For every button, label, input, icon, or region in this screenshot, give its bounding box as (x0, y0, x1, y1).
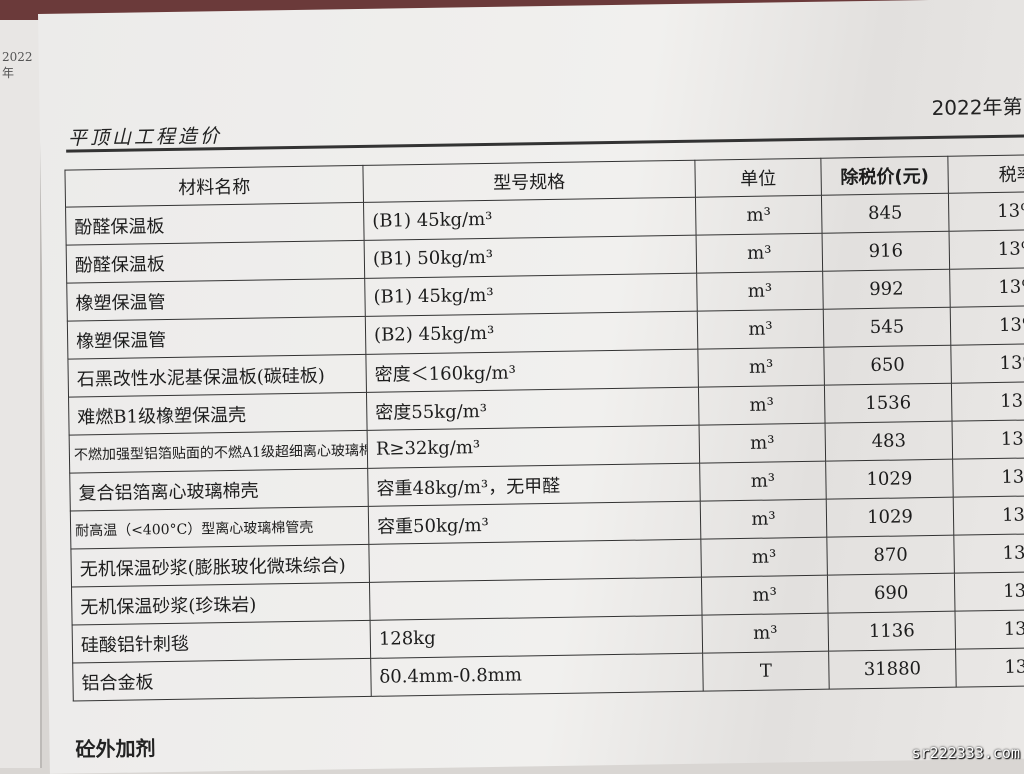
col-header-spec: 型号规格 (362, 160, 696, 203)
cell-unit: m³ (697, 347, 825, 388)
cell-tax: 13% (951, 381, 1024, 422)
col-header-name: 材料名称 (64, 165, 364, 208)
cell-unit: m³ (699, 423, 826, 464)
cell-unit: m³ (699, 461, 827, 502)
cell-unit: m³ (697, 309, 824, 350)
cell-spec: 密度＜160kg/m³ (365, 349, 699, 393)
cell-tax: 13% (954, 571, 1024, 612)
left-page-edge: 2022年 (0, 20, 42, 768)
cell-name: 橡塑保温管 (67, 316, 366, 360)
cell-price: 1136 (828, 611, 956, 652)
cell-unit: m³ (698, 385, 826, 426)
cell-spec: (B1) 45kg/m³ (363, 197, 697, 241)
cell-unit: m³ (701, 575, 829, 616)
cell-unit: m³ (696, 271, 824, 312)
cell-spec: 密度55kg/m³ (366, 387, 700, 431)
cell-name: 无机保温砂浆(膨胀玻化微珠综合) (70, 544, 370, 588)
cell-tax: 13% (952, 457, 1024, 498)
cell-name: 复合铝箔离心玻璃棉壳 (69, 468, 369, 512)
cell-tax: 13% (954, 609, 1024, 650)
cell-name: 铝合金板 (72, 658, 372, 702)
cell-price: 870 (826, 535, 955, 576)
cell-name: 无机保温砂浆(珍珠岩) (71, 582, 371, 626)
cell-tax: 13% (950, 343, 1024, 384)
cell-spec: 容重50kg/m³ (368, 501, 701, 545)
cell-price: 1536 (824, 383, 953, 424)
cell-tax: 13% (953, 533, 1024, 574)
cell-spec: 128kg (370, 615, 703, 659)
cell-unit: T (702, 651, 830, 692)
cell-name: 硅酸铝针刺毯 (72, 620, 371, 664)
cell-tax: 13% (953, 495, 1024, 536)
cell-price: 845 (821, 193, 950, 234)
cell-tax: 13% (950, 305, 1024, 346)
col-header-unit: 单位 (694, 158, 822, 198)
cell-unit: m³ (702, 613, 829, 654)
cell-price: 1029 (826, 497, 954, 538)
left-page-snippet: 2022年 (2, 50, 33, 80)
cell-name: 酚醛保温板 (65, 202, 365, 246)
cell-price: 31880 (828, 649, 957, 690)
cell-name: 难燃B1级橡塑保温壳 (68, 392, 368, 436)
cell-spec (368, 539, 702, 583)
cell-unit: m³ (700, 499, 827, 540)
price-table: 材料名称 型号规格 单位 除税价(元) 税率 酚醛保温板 (B1) 45kg/m³… (64, 154, 1024, 702)
cell-unit: m³ (700, 537, 828, 578)
issue-label: 2022年第 (931, 94, 1023, 120)
cell-spec: 容重48kg/m³，无甲醛 (367, 463, 701, 507)
cell-price: 545 (823, 307, 951, 348)
cell-spec: R≥32kg/m³ (367, 425, 700, 469)
cell-spec: δ0.4mm-0.8mm (370, 653, 704, 697)
cell-spec: (B1) 45kg/m³ (364, 273, 698, 317)
cell-price: 916 (822, 231, 950, 272)
cell-name: 石黑改性水泥基保温板(碳硅板) (67, 354, 367, 398)
cell-tax: 13% (949, 267, 1024, 308)
cell-price: 992 (822, 269, 951, 310)
cell-price: 1029 (825, 459, 954, 500)
cell-name: 不燃加强型铝箔贴面的不燃A1级超细离心玻璃棉 (69, 430, 368, 474)
cell-tax: 13% (955, 647, 1024, 688)
cell-unit: m³ (695, 195, 823, 236)
document-page: 平顶山工程造价 2022年第 材料名称 型号规格 单位 除税价(元) 税率 酚醛… (38, 0, 1024, 774)
cell-spec: (B2) 45kg/m³ (365, 311, 698, 355)
cell-name: 酚醛保温板 (66, 240, 365, 284)
cell-name: 橡塑保温管 (66, 278, 366, 322)
cell-name: 耐高温（<400°C）型离心玻璃棉管壳 (70, 506, 369, 550)
section-heading: 砼外加剂 (75, 736, 156, 762)
cell-tax: 13% (952, 419, 1024, 460)
cell-price: 483 (825, 421, 953, 462)
watermark: sr222333.com (911, 744, 1020, 762)
cell-spec (369, 577, 703, 621)
publication-title: 平顶山工程造价 (67, 125, 223, 150)
cell-unit: m³ (696, 233, 823, 274)
col-header-tax: 税率 (947, 154, 1024, 194)
cell-spec: (B1) 50kg/m³ (364, 235, 697, 279)
cell-price: 650 (823, 345, 952, 386)
cell-price: 690 (827, 573, 955, 614)
cell-tax: 13% (949, 229, 1024, 270)
col-header-price: 除税价(元) (820, 156, 949, 196)
cell-tax: 13% (948, 191, 1024, 232)
